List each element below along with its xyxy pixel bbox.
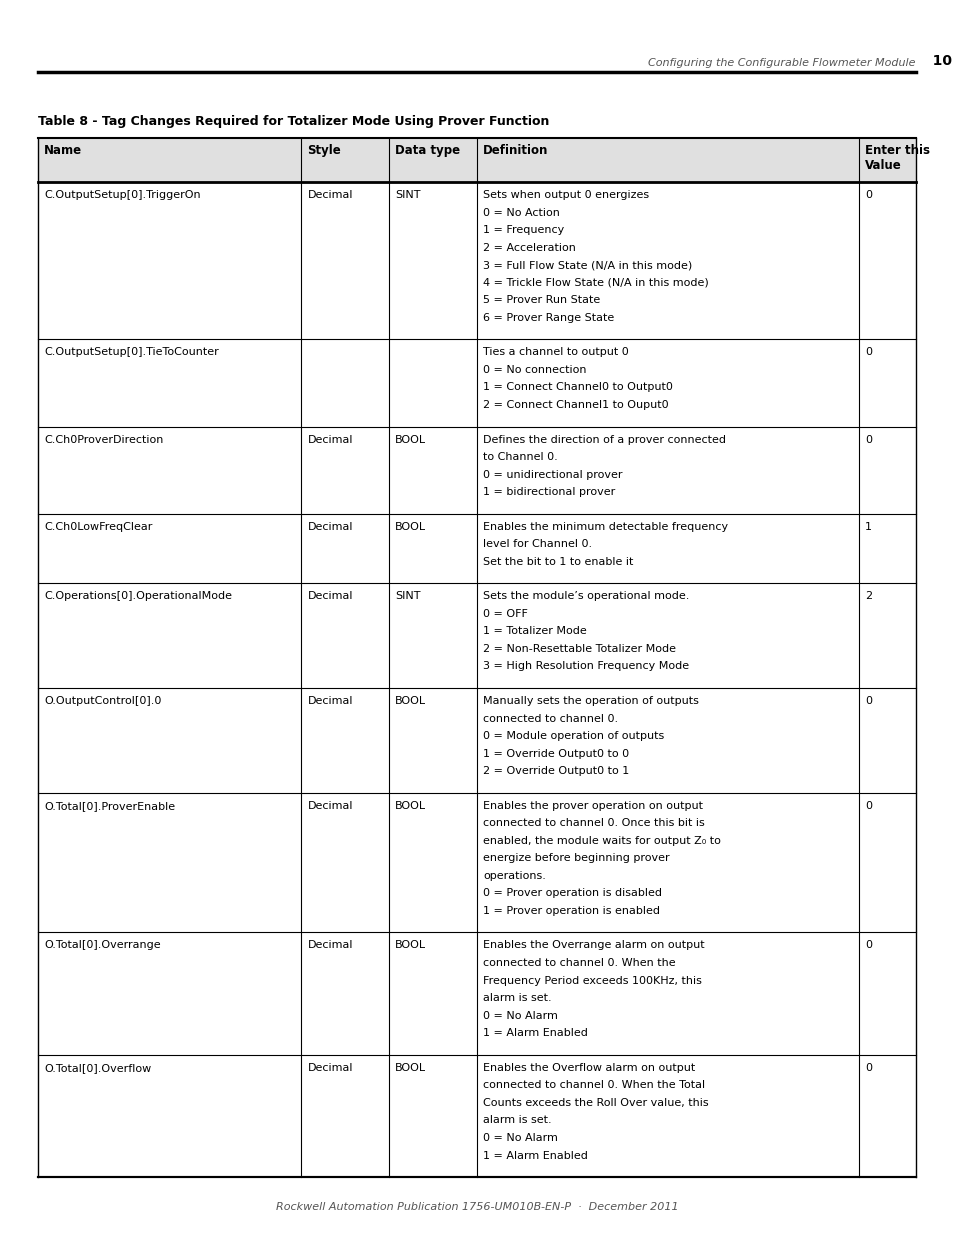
Text: Style: Style [307, 144, 341, 157]
Text: operations.: operations. [482, 871, 545, 881]
Text: 1 = Alarm Enabled: 1 = Alarm Enabled [482, 1029, 587, 1039]
Text: Decimal: Decimal [307, 1063, 353, 1073]
Text: 3 = Full Flow State (N/A in this mode): 3 = Full Flow State (N/A in this mode) [482, 261, 692, 270]
Text: Counts exceeds the Roll Over value, this: Counts exceeds the Roll Over value, this [482, 1098, 708, 1108]
Text: Decimal: Decimal [307, 521, 353, 531]
Text: Frequency Period exceeds 100KHz, this: Frequency Period exceeds 100KHz, this [482, 976, 701, 986]
Text: 1: 1 [864, 521, 871, 531]
Text: Decimal: Decimal [307, 800, 353, 810]
Text: O.Total[0].Overrange: O.Total[0].Overrange [44, 941, 160, 951]
Text: 4 = Trickle Flow State (N/A in this mode): 4 = Trickle Flow State (N/A in this mode… [482, 278, 708, 288]
Text: 0: 0 [864, 435, 871, 445]
Text: 0 = Prover operation is disabled: 0 = Prover operation is disabled [482, 888, 661, 898]
Text: BOOL: BOOL [395, 941, 426, 951]
Text: 0: 0 [864, 1063, 871, 1073]
Text: Decimal: Decimal [307, 941, 353, 951]
Text: BOOL: BOOL [395, 521, 426, 531]
Text: 0 = No Action: 0 = No Action [482, 207, 559, 217]
Text: Configuring the Configurable Flowmeter Module: Configuring the Configurable Flowmeter M… [648, 58, 915, 68]
Text: Decimal: Decimal [307, 435, 353, 445]
Bar [38, 138, 915, 182]
Text: Rockwell Automation Publication 1756-UM010B-EN-P  ·  December 2011: Rockwell Automation Publication 1756-UM0… [275, 1202, 678, 1212]
Text: O.OutputControl[0].0: O.OutputControl[0].0 [44, 697, 161, 706]
Text: BOOL: BOOL [395, 1063, 426, 1073]
Text: 2 = Acceleration: 2 = Acceleration [482, 242, 576, 253]
Text: 0 = unidirectional prover: 0 = unidirectional prover [482, 469, 622, 479]
Text: 0 = Module operation of outputs: 0 = Module operation of outputs [482, 731, 663, 741]
Text: Definition: Definition [482, 144, 548, 157]
Text: Name: Name [44, 144, 82, 157]
Text: 2 = Non-Resettable Totalizer Mode: 2 = Non-Resettable Totalizer Mode [482, 643, 676, 653]
Text: Table 8 - Tag Changes Required for Totalizer Mode Using Prover Function: Table 8 - Tag Changes Required for Total… [38, 115, 549, 128]
Text: Set the bit to 1 to enable it: Set the bit to 1 to enable it [482, 557, 633, 567]
Text: C.Operations[0].OperationalMode: C.Operations[0].OperationalMode [44, 592, 232, 601]
Text: Value: Value [864, 159, 901, 172]
Text: C.OutputSetup[0].TieToCounter: C.OutputSetup[0].TieToCounter [44, 347, 218, 357]
Text: 0 = OFF: 0 = OFF [482, 609, 527, 619]
Text: O.Total[0].Overflow: O.Total[0].Overflow [44, 1063, 152, 1073]
Text: Decimal: Decimal [307, 592, 353, 601]
Text: BOOL: BOOL [395, 800, 426, 810]
Text: 3 = High Resolution Frequency Mode: 3 = High Resolution Frequency Mode [482, 662, 688, 672]
Text: C.Ch0LowFreqClear: C.Ch0LowFreqClear [44, 521, 152, 531]
Text: Ties a channel to output 0: Ties a channel to output 0 [482, 347, 628, 357]
Text: 0 = No connection: 0 = No connection [482, 364, 586, 375]
Text: 0: 0 [864, 347, 871, 357]
Text: 1 = Totalizer Mode: 1 = Totalizer Mode [482, 626, 586, 636]
Text: 1 = Alarm Enabled: 1 = Alarm Enabled [482, 1151, 587, 1161]
Text: BOOL: BOOL [395, 435, 426, 445]
Text: 1 = Connect Channel0 to Output0: 1 = Connect Channel0 to Output0 [482, 383, 672, 393]
Text: C.OutputSetup[0].TriggerOn: C.OutputSetup[0].TriggerOn [44, 190, 200, 200]
Text: 1 = Prover operation is enabled: 1 = Prover operation is enabled [482, 906, 659, 916]
Text: Enables the minimum detectable frequency: Enables the minimum detectable frequency [482, 521, 727, 531]
Text: Data type: Data type [395, 144, 460, 157]
Text: Sets when output 0 energizes: Sets when output 0 energizes [482, 190, 648, 200]
Text: C.Ch0ProverDirection: C.Ch0ProverDirection [44, 435, 163, 445]
Text: connected to channel 0. Once this bit is: connected to channel 0. Once this bit is [482, 819, 704, 829]
Text: O.Total[0].ProverEnable: O.Total[0].ProverEnable [44, 800, 175, 810]
Text: 5 = Prover Run State: 5 = Prover Run State [482, 295, 599, 305]
Text: 1 = Override Output0 to 0: 1 = Override Output0 to 0 [482, 748, 628, 758]
Text: enabled, the module waits for output Z₀ to: enabled, the module waits for output Z₀ … [482, 836, 720, 846]
Text: 0: 0 [864, 941, 871, 951]
Text: Enables the Overrange alarm on output: Enables the Overrange alarm on output [482, 941, 704, 951]
Text: 1 = bidirectional prover: 1 = bidirectional prover [482, 487, 615, 498]
Text: 2: 2 [864, 592, 871, 601]
Text: alarm is set.: alarm is set. [482, 1115, 551, 1125]
Text: Decimal: Decimal [307, 697, 353, 706]
Text: Enables the Overflow alarm on output: Enables the Overflow alarm on output [482, 1063, 695, 1073]
Text: level for Channel 0.: level for Channel 0. [482, 540, 592, 550]
Text: Manually sets the operation of outputs: Manually sets the operation of outputs [482, 697, 699, 706]
Text: Enables the prover operation on output: Enables the prover operation on output [482, 800, 702, 810]
Text: Defines the direction of a prover connected: Defines the direction of a prover connec… [482, 435, 725, 445]
Text: connected to channel 0. When the Total: connected to channel 0. When the Total [482, 1081, 704, 1091]
Text: 2 = Connect Channel1 to Ouput0: 2 = Connect Channel1 to Ouput0 [482, 400, 668, 410]
Text: Decimal: Decimal [307, 190, 353, 200]
Text: Sets the module’s operational mode.: Sets the module’s operational mode. [482, 592, 689, 601]
Text: 0 = No Alarm: 0 = No Alarm [482, 1132, 558, 1142]
Text: 2 = Override Output0 to 1: 2 = Override Output0 to 1 [482, 766, 629, 776]
Text: alarm is set.: alarm is set. [482, 993, 551, 1003]
Text: 0: 0 [864, 800, 871, 810]
Text: to Channel 0.: to Channel 0. [482, 452, 558, 462]
Text: Enter this: Enter this [864, 144, 929, 157]
Text: 0: 0 [864, 190, 871, 200]
Text: SINT: SINT [395, 592, 420, 601]
Text: energize before beginning prover: energize before beginning prover [482, 853, 669, 863]
Text: 0: 0 [864, 697, 871, 706]
Text: connected to channel 0. When the: connected to channel 0. When the [482, 958, 675, 968]
Text: 105: 105 [917, 54, 953, 68]
Text: BOOL: BOOL [395, 697, 426, 706]
Text: connected to channel 0.: connected to channel 0. [482, 714, 618, 724]
Text: SINT: SINT [395, 190, 420, 200]
Text: 0 = No Alarm: 0 = No Alarm [482, 1010, 558, 1020]
Text: 6 = Prover Range State: 6 = Prover Range State [482, 312, 614, 322]
Text: 1 = Frequency: 1 = Frequency [482, 225, 563, 235]
